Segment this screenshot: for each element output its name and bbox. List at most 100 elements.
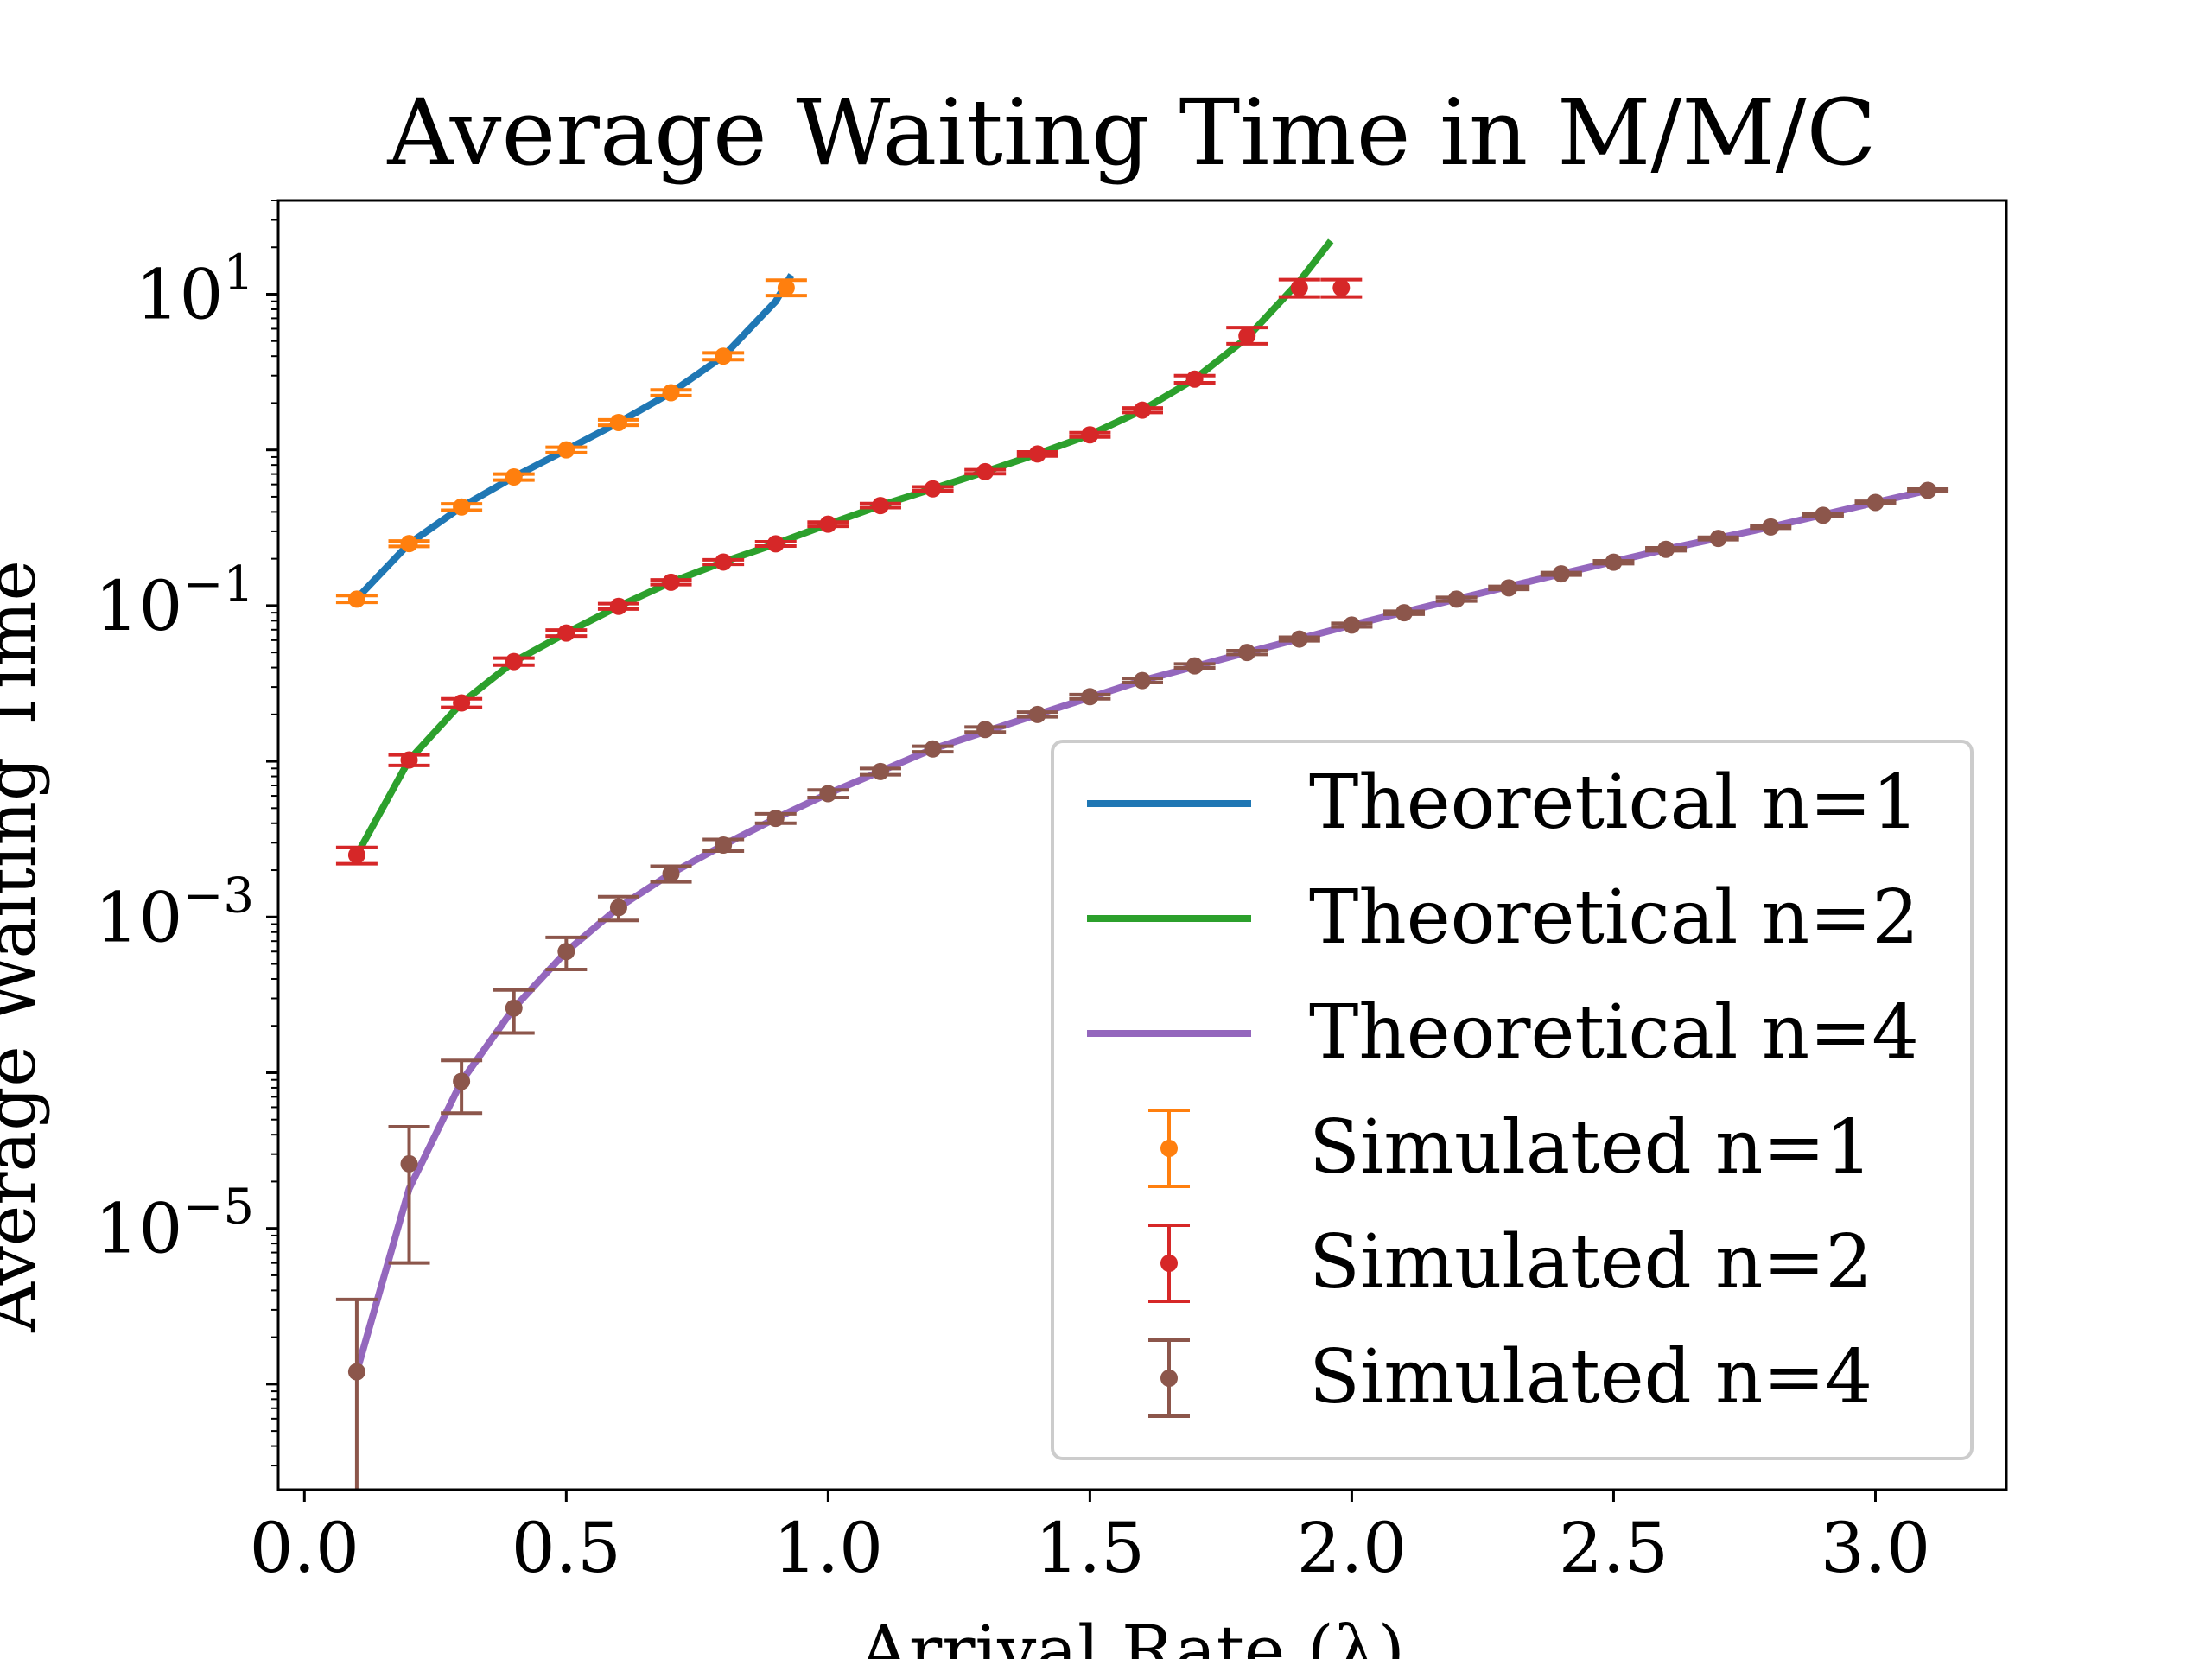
data-point xyxy=(976,721,995,739)
data-point xyxy=(1709,530,1727,548)
data-point xyxy=(1238,327,1256,345)
data-point xyxy=(1395,604,1414,622)
data-point xyxy=(1134,401,1151,419)
data-point xyxy=(924,480,942,498)
data-point xyxy=(609,597,627,615)
data-point xyxy=(1605,553,1623,571)
data-point xyxy=(1238,644,1256,662)
legend: Theoretical n=1 Theoretical n=2 Theoretica… xyxy=(1051,740,1974,1460)
data-point xyxy=(1081,688,1099,706)
legend-label: Theoretical n=4 xyxy=(1309,989,1919,1076)
simulated-series-3 xyxy=(335,481,1949,1490)
data-point xyxy=(347,846,365,864)
x-tick-label: 3.0 xyxy=(1821,1508,1930,1588)
data-point xyxy=(976,462,995,480)
data-point xyxy=(1500,579,1518,597)
legend-label: Simulated n=1 xyxy=(1309,1104,1872,1191)
data-point xyxy=(347,590,365,608)
simulated-series-2 xyxy=(335,277,1363,866)
data-point xyxy=(819,785,837,803)
data-point xyxy=(453,498,471,516)
data-point xyxy=(1290,279,1308,297)
legend-item: Theoretical n=4 xyxy=(1087,989,1919,1076)
data-point xyxy=(662,865,680,883)
data-point xyxy=(453,694,471,712)
legend-item: Theoretical n=1 xyxy=(1087,760,1919,846)
data-point xyxy=(1447,590,1465,608)
data-point xyxy=(347,1363,365,1381)
data-point xyxy=(1762,518,1780,536)
data-point xyxy=(766,810,785,828)
data-point xyxy=(609,899,627,917)
data-point xyxy=(400,751,418,769)
data-point xyxy=(505,652,523,671)
data-point xyxy=(871,497,889,515)
data-point xyxy=(1866,493,1885,512)
data-point xyxy=(1290,630,1308,648)
data-point xyxy=(1028,445,1046,463)
legend-label: Theoretical n=1 xyxy=(1309,760,1919,846)
data-point xyxy=(400,535,418,553)
legend-item: Theoretical n=2 xyxy=(1087,874,1919,961)
data-point xyxy=(400,1154,418,1173)
data-point xyxy=(557,943,575,961)
data-point xyxy=(1919,481,1937,499)
x-tick-label: 1.0 xyxy=(773,1508,883,1588)
x-tick-label: 2.5 xyxy=(1559,1508,1669,1588)
simulated-series-1 xyxy=(335,278,807,608)
data-point xyxy=(1028,705,1046,723)
data-point xyxy=(505,468,523,486)
x-tick-label: 0.5 xyxy=(512,1508,621,1588)
data-point xyxy=(505,999,523,1017)
data-point xyxy=(609,413,627,431)
data-point xyxy=(819,515,837,533)
x-axis-ticks: 0.0 0.5 1.0 1.5 2.0 2.5 3.0 xyxy=(250,1490,1930,1588)
data-point xyxy=(777,279,795,297)
theoretical-line-1 xyxy=(354,273,795,601)
legend-label: Simulated n=2 xyxy=(1309,1219,1872,1306)
data-point xyxy=(662,573,680,591)
y-tick-label: 101 xyxy=(136,245,254,334)
legend-item: Simulated n=1 xyxy=(1148,1104,1872,1191)
data-point xyxy=(1332,279,1351,297)
x-tick-label: 1.5 xyxy=(1035,1508,1145,1588)
legend-marker xyxy=(1160,1140,1178,1157)
data-point xyxy=(557,441,575,459)
y-tick-label: 10−3 xyxy=(95,868,254,957)
x-axis-label: Arrival Rate (λ) xyxy=(858,1611,1405,1659)
x-tick-label: 0.0 xyxy=(250,1508,359,1588)
y-axis-ticks: 101 10−1 10−3 10−5 xyxy=(95,200,278,1467)
data-point xyxy=(766,535,785,553)
data-point xyxy=(1185,370,1204,388)
plot-frame xyxy=(276,199,2008,1491)
data-point xyxy=(1343,616,1361,634)
y-axis-label: Average Waiting Time xyxy=(0,560,51,1333)
y-tick-label: 10−1 xyxy=(95,556,254,646)
plot-area xyxy=(335,238,1949,1490)
legend-item: Simulated n=2 xyxy=(1148,1219,1872,1306)
data-point xyxy=(715,553,733,571)
data-point xyxy=(453,1072,471,1090)
data-point xyxy=(1185,657,1204,675)
data-point xyxy=(1081,426,1099,444)
y-tick-label: 10−5 xyxy=(95,1179,254,1269)
legend-label: Simulated n=4 xyxy=(1309,1334,1872,1421)
data-point xyxy=(871,762,889,780)
legend-marker xyxy=(1160,1255,1178,1272)
data-point xyxy=(557,624,575,642)
data-point xyxy=(1657,540,1675,558)
data-point xyxy=(1134,671,1151,690)
data-point xyxy=(715,836,733,854)
data-point xyxy=(1552,565,1570,583)
data-point xyxy=(1814,506,1832,524)
legend-item: Simulated n=4 xyxy=(1148,1334,1872,1421)
legend-box xyxy=(1051,740,1974,1460)
x-tick-label: 2.0 xyxy=(1297,1508,1407,1588)
data-point xyxy=(662,384,680,402)
data-point xyxy=(924,740,942,758)
chart-title: Average Waiting Time in M/M/C xyxy=(386,79,1876,186)
legend-label: Theoretical n=2 xyxy=(1309,874,1919,961)
data-point xyxy=(715,347,733,365)
legend-marker xyxy=(1160,1370,1178,1387)
